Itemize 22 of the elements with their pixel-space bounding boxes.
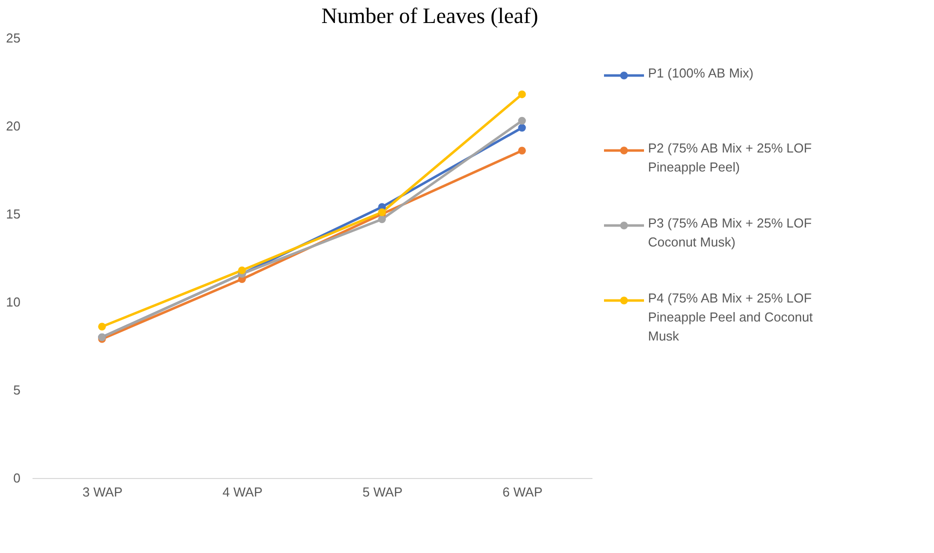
- point: [518, 116, 526, 125]
- x-tick-label: 4 WAP: [222, 484, 262, 500]
- x-tick-label: 6 WAP: [502, 484, 542, 500]
- x-tick-label: 3 WAP: [82, 484, 122, 500]
- x-tick-label: 5 WAP: [362, 484, 402, 500]
- y-tick-label: 20: [6, 118, 20, 134]
- point: [518, 124, 526, 132]
- point: [518, 90, 526, 98]
- chart-title: Number of Leaves (leaf): [321, 3, 538, 28]
- point: [518, 146, 526, 155]
- y-tick-label: 5: [13, 382, 20, 398]
- legend-label: P1 (100% AB Mix): [648, 66, 754, 80]
- point: [238, 266, 246, 274]
- y-tick-label: 15: [6, 206, 20, 222]
- legend-label: P4 (75% AB Mix + 25% LOF Pineapple Peel and Coconut Musk: [648, 290, 814, 344]
- y-tick-label: 25: [6, 30, 20, 46]
- legend-label: P3 (75% AB Mix + 25% LOF Coconut Musk): [648, 216, 812, 250]
- y-tick-label: 10: [6, 294, 20, 310]
- legend-label: P2 (75% AB Mix + 25% LOF Pineapple Peel): [648, 140, 812, 174]
- point: [98, 322, 106, 331]
- y-tick-label: 0: [13, 470, 20, 486]
- point: [378, 215, 386, 224]
